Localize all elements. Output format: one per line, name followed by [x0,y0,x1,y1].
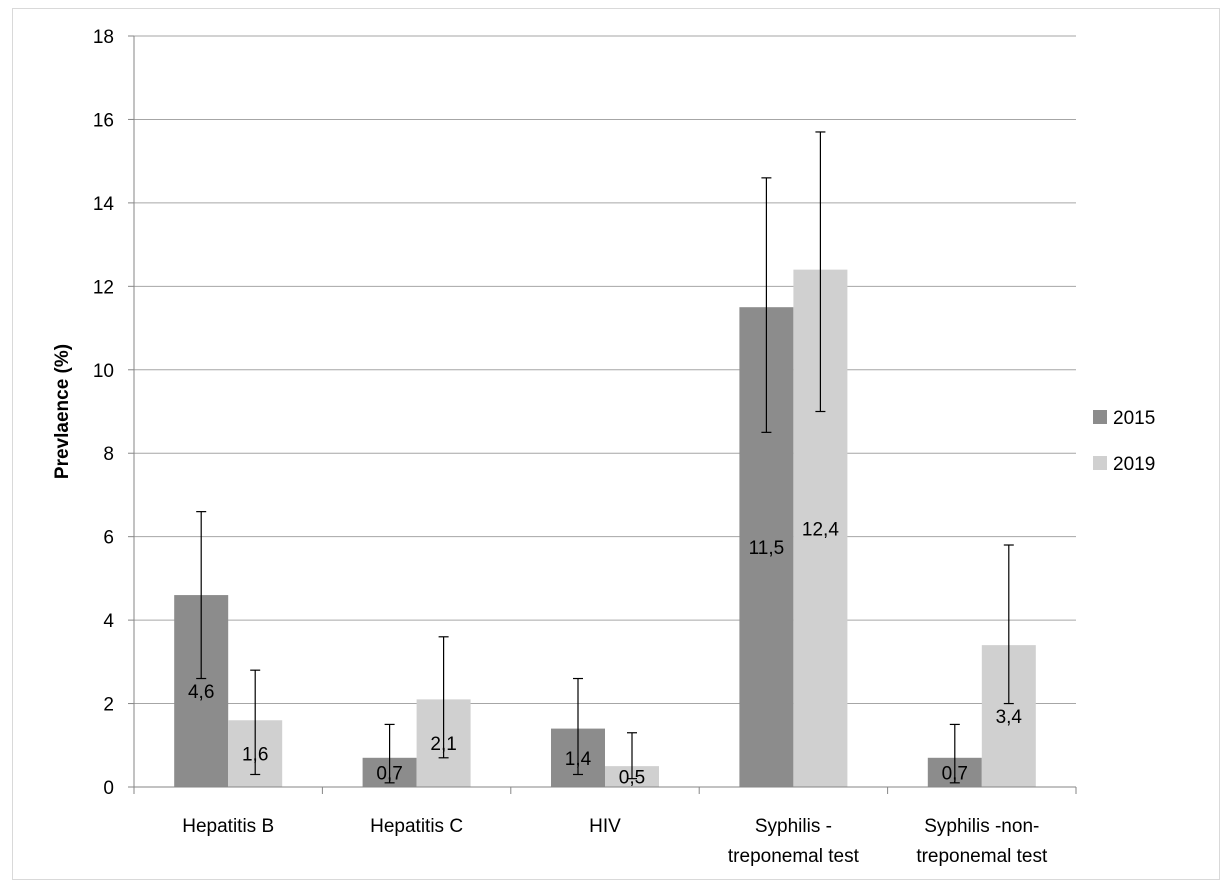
legend-label-2019: 2019 [1113,454,1155,475]
y-tick-label: 8 [103,444,114,465]
chart-frame [12,8,1220,880]
data-label: 4,6 [188,682,214,703]
legend-swatch-2015 [1093,410,1107,424]
x-category-label: Hepatitis C [370,816,463,837]
x-category-label: treponemal test [916,846,1048,867]
y-tick-label: 14 [93,194,115,215]
legend-label-2015: 2015 [1113,408,1155,429]
x-category-label: Syphilis -non- [924,816,1039,837]
y-axis-title: Prevlaence (%) [52,344,73,479]
data-label: 0,5 [619,768,645,789]
data-label: 2,1 [430,734,456,755]
data-label: 1,6 [242,745,268,766]
y-tick-label: 2 [103,695,114,716]
y-tick-label: 0 [103,778,114,799]
x-category-label: treponemal test [728,846,860,867]
data-label: 11,5 [749,538,785,559]
data-label: 0,7 [942,763,968,784]
data-label: 3,4 [996,707,1023,728]
y-tick-label: 10 [93,361,114,382]
y-tick-label: 4 [103,611,114,632]
data-label: 1,4 [565,749,592,770]
y-tick-label: 12 [93,277,114,298]
x-category-label: Hepatitis B [182,816,274,837]
data-label: 0,7 [376,763,402,784]
x-category-label: HIV [589,816,621,837]
y-tick-label: 6 [103,528,114,549]
y-tick-label: 18 [93,27,114,48]
legend-swatch-2019 [1093,456,1107,470]
y-tick-label: 16 [93,110,114,131]
x-category-label: Syphilis - [755,816,832,837]
data-label: 12,4 [802,519,839,540]
